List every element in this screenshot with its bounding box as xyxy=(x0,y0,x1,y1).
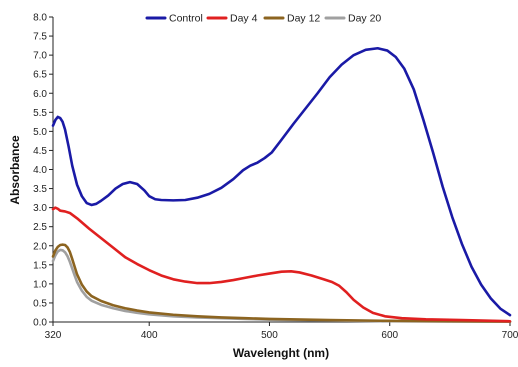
y-tick-label: 4.5 xyxy=(33,146,47,157)
x-tick-label: 500 xyxy=(261,330,278,341)
series-line-control xyxy=(51,46,512,317)
series-line-day-4 xyxy=(51,206,512,323)
y-tick-label: 1.5 xyxy=(33,260,47,271)
series-line-day-12 xyxy=(51,243,512,323)
y-tick-label: 5.5 xyxy=(33,108,47,119)
x-tick-label: 700 xyxy=(502,330,518,341)
x-axis-title: Wavelenght (nm) xyxy=(233,346,329,360)
x-tick-label: 400 xyxy=(141,330,158,341)
x-tick-label: 600 xyxy=(381,330,398,341)
y-tick-label: 3.5 xyxy=(33,184,47,195)
x-tick-label: 320 xyxy=(45,330,62,341)
y-axis-title: Absorbance xyxy=(8,135,22,205)
y-tick-label: 8.0 xyxy=(33,13,47,24)
legend-label-control: Control xyxy=(169,13,203,25)
y-tick-label: 5.0 xyxy=(33,127,47,138)
legend-label-day-20: Day 20 xyxy=(348,13,381,25)
y-tick-label: 0.5 xyxy=(33,298,47,309)
y-tick-label: 7.0 xyxy=(33,51,47,62)
legend: Control Day 4 Day 12 Day 20 xyxy=(145,13,381,25)
axes: 0.0 0.5 1.0 1.5 2.0 2.5 3.0 3.5 4.0 4.5 5.0 5.5 6.0 6… xyxy=(33,13,518,342)
series-lines xyxy=(51,46,512,323)
y-tick-label: 7.5 xyxy=(33,32,47,43)
y-tick-label: 3.0 xyxy=(33,203,47,214)
y-tick-label: 4.0 xyxy=(33,165,47,176)
y-tick-label: 1.0 xyxy=(33,279,47,290)
y-tick-label: 0.0 xyxy=(33,318,47,329)
series-line-day-20 xyxy=(51,248,512,323)
y-tick-label: 6.5 xyxy=(33,70,47,81)
legend-label-day-4: Day 4 xyxy=(230,13,258,25)
y-tick-label: 2.5 xyxy=(33,222,47,233)
y-tick-label: 6.0 xyxy=(33,89,47,100)
legend-label-day-12: Day 12 xyxy=(287,13,320,25)
y-tick-label: 2.0 xyxy=(33,241,47,252)
